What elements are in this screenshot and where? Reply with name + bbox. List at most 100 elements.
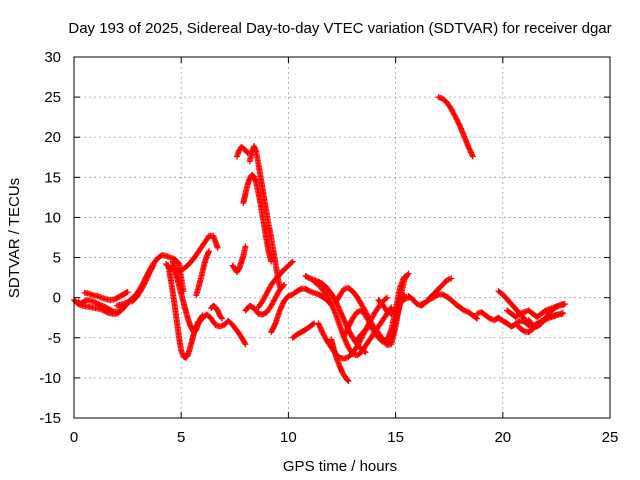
- data-point-arc-05: [141, 281, 148, 288]
- data-point-arc-13: [243, 149, 250, 156]
- data-point-arc-16: [280, 282, 287, 289]
- data-point-arc-09: [206, 248, 213, 255]
- data-point-arc-22: [317, 324, 324, 331]
- x-tick-label: 5: [177, 429, 185, 446]
- x-tick-label: 10: [280, 429, 297, 446]
- y-tick-label: 25: [44, 89, 61, 106]
- data-point-arc-05: [144, 273, 151, 280]
- data-point-arc-30: [466, 146, 473, 153]
- data-point-arc-03: [124, 289, 131, 296]
- data-point-arc-20: [338, 311, 345, 318]
- data-point-arc-22: [384, 294, 391, 301]
- x-tick-label: 25: [602, 429, 619, 446]
- data-point-arc-22: [316, 323, 323, 330]
- y-tick-label: -5: [48, 330, 61, 347]
- data-point-arc-29: [473, 314, 479, 321]
- data-point-arc-26: [405, 270, 412, 277]
- data-point-arc-25: [342, 329, 349, 336]
- data-point-arc-30: [469, 152, 476, 159]
- y-axis-label: SDTVAR / TECUs: [6, 178, 23, 298]
- data-point-arc-08: [214, 244, 221, 251]
- data-point-arc-02: [118, 307, 125, 314]
- y-tick-label: 15: [44, 169, 61, 186]
- data-point-arc-10: [242, 341, 249, 348]
- data-point-arc-30: [467, 147, 474, 154]
- data-point-arc-22: [315, 320, 322, 327]
- data-point-arc-22: [317, 325, 324, 332]
- data-point-arc-20: [337, 308, 344, 315]
- data-point-arc-18: [279, 302, 286, 309]
- data-point-arc-28: [448, 275, 455, 282]
- data-point-arc-05: [150, 262, 157, 269]
- data-point-arc-21: [328, 302, 335, 309]
- data-point-arc-20: [335, 304, 342, 311]
- data-point-arc-21: [327, 299, 334, 306]
- data-point-arc-18: [271, 321, 278, 328]
- data-point-arc-05: [141, 280, 148, 287]
- data-point-arc-12: [242, 243, 249, 250]
- data-point-arc-18: [279, 300, 286, 307]
- data-point-arc-17: [289, 258, 296, 265]
- y-tick-label: -15: [39, 410, 61, 427]
- x-tick-label: 0: [70, 429, 78, 446]
- x-tick-label: 15: [387, 429, 404, 446]
- data-point-arc-25: [342, 330, 349, 337]
- data-point-arc-20: [341, 318, 348, 325]
- data-point-arc-11: [218, 314, 225, 321]
- data-point-arc-30: [468, 150, 475, 157]
- data-points: [71, 94, 568, 385]
- data-point-arc-30: [469, 153, 476, 160]
- data-point-arc-35: [561, 301, 568, 308]
- x-tick-label: 20: [494, 429, 511, 446]
- data-point-arc-20: [335, 303, 342, 310]
- axis-ticks: 0 5 10 15 20 25 -15 -10 -5 0 5 10 15 20 25 30: [39, 49, 618, 446]
- data-point-arc-11: [218, 315, 225, 322]
- data-point-arc-34: [559, 310, 566, 317]
- data-point-arc-26: [404, 271, 411, 278]
- data-point-arc-21: [328, 301, 335, 308]
- data-point-arc-20: [338, 310, 345, 317]
- data-point-arc-23: [345, 378, 352, 385]
- data-point-arc-05: [142, 278, 149, 285]
- data-point-arc-23: [344, 377, 351, 384]
- data-point-arc-17: [288, 259, 295, 266]
- data-point-arc-20: [336, 307, 343, 314]
- data-point-arc-18: [276, 307, 283, 314]
- data-point-arc-18: [278, 304, 285, 311]
- data-point-arc-22: [382, 295, 389, 302]
- plot-area-border: [73, 56, 611, 419]
- data-point-arc-30: [466, 145, 473, 152]
- data-point-arc-30: [467, 149, 474, 156]
- y-tick-label: 30: [44, 49, 61, 66]
- data-point-arc-05: [149, 263, 156, 270]
- data-point-arc-20: [341, 317, 348, 324]
- data-point-arc-22: [316, 321, 323, 328]
- data-point-arc-20: [336, 306, 343, 313]
- data-point-arc-21: [330, 305, 337, 312]
- data-point-arc-21: [330, 306, 337, 313]
- data-point-arc-21: [331, 309, 338, 316]
- data-point-arc-16: [281, 281, 288, 288]
- data-point-arc-05: [145, 271, 152, 278]
- y-tick-label: 0: [53, 290, 61, 307]
- x-axis-label: GPS time / hours: [283, 458, 397, 475]
- data-point-arc-21: [329, 303, 336, 310]
- y-tick-label: 5: [53, 250, 61, 267]
- data-point-arc-22: [318, 327, 325, 334]
- data-point-arc-21: [344, 341, 351, 348]
- data-point-arc-25: [341, 331, 348, 338]
- data-point-arc-30: [465, 143, 472, 150]
- y-tick-label: -10: [39, 370, 61, 387]
- data-point-arc-20: [339, 313, 346, 320]
- data-point-arc-25: [341, 333, 348, 340]
- data-point-arc-18: [278, 303, 285, 310]
- data-point-arc-05: [142, 277, 149, 284]
- data-point-arc-20: [339, 314, 346, 321]
- data-point-arc-20: [342, 319, 349, 326]
- data-point-arc-21: [342, 337, 349, 344]
- data-point-arc-22: [319, 328, 326, 335]
- y-tick-label: 10: [44, 209, 61, 226]
- chart-title: Day 193 of 2025, Sidereal Day-to-day VTE…: [68, 20, 611, 37]
